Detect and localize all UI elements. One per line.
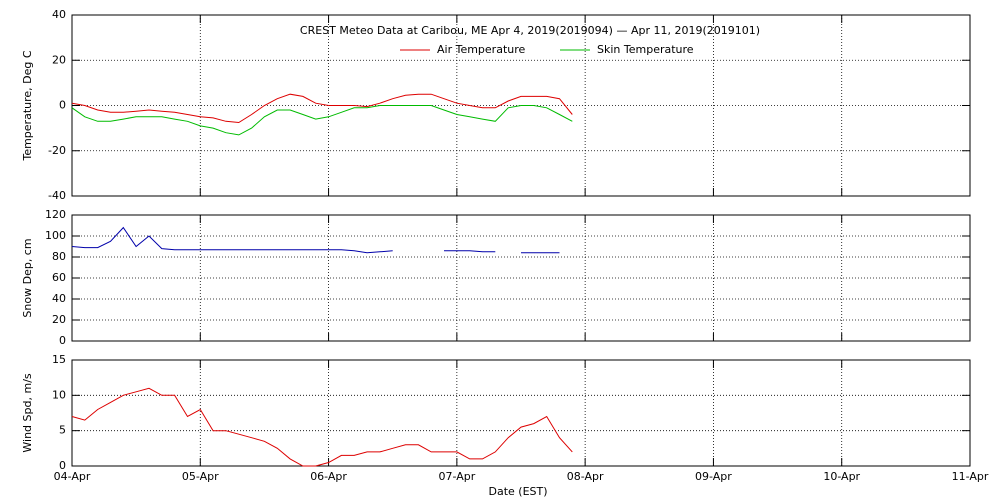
y-tick-label: 20: [52, 313, 66, 326]
y-tick-label: -20: [48, 144, 66, 157]
x-tick-label: 06-Apr: [310, 470, 347, 483]
y-tick-label: 15: [52, 353, 66, 366]
plot-frame: [71, 359, 971, 467]
data-line: [71, 105, 573, 136]
y-tick-label: 20: [52, 53, 66, 66]
y-tick-label: -40: [48, 189, 66, 202]
y-axis-label: Wind Spd, m/s: [21, 373, 34, 453]
y-tick-label: 0: [59, 99, 66, 112]
x-tick-label: 07-Apr: [438, 470, 475, 483]
y-tick-label: 5: [59, 424, 66, 437]
y-tick-label: 80: [52, 250, 66, 263]
y-tick-label: 40: [52, 8, 66, 21]
chart-title: CREST Meteo Data at Caribou, ME Apr 4, 2…: [300, 24, 760, 37]
y-tick-label: 10: [52, 388, 66, 401]
legend-label: Skin Temperature: [597, 43, 694, 56]
y-tick-label: 120: [45, 208, 66, 221]
x-tick-label: 05-Apr: [182, 470, 219, 483]
y-axis-label: Temperature, Deg C: [21, 50, 34, 161]
y-tick-label: 0: [59, 459, 66, 472]
x-tick-label: 10-Apr: [823, 470, 860, 483]
legend-label: Air Temperature: [437, 43, 526, 56]
x-tick-label: 08-Apr: [567, 470, 604, 483]
data-line: [71, 387, 573, 467]
y-tick-label: 0: [59, 334, 66, 347]
y-tick-label: 60: [52, 271, 66, 284]
data-line: [71, 93, 573, 124]
y-axis-label: Snow Dep, cm: [21, 238, 34, 317]
x-tick-label: 04-Apr: [54, 470, 91, 483]
data-line: [71, 226, 560, 254]
x-axis-label: Date (EST): [488, 485, 547, 498]
y-tick-label: 40: [52, 292, 66, 305]
x-tick-label: 09-Apr: [695, 470, 732, 483]
y-tick-label: 100: [45, 229, 66, 242]
x-tick-label: 11-Apr: [952, 470, 989, 483]
